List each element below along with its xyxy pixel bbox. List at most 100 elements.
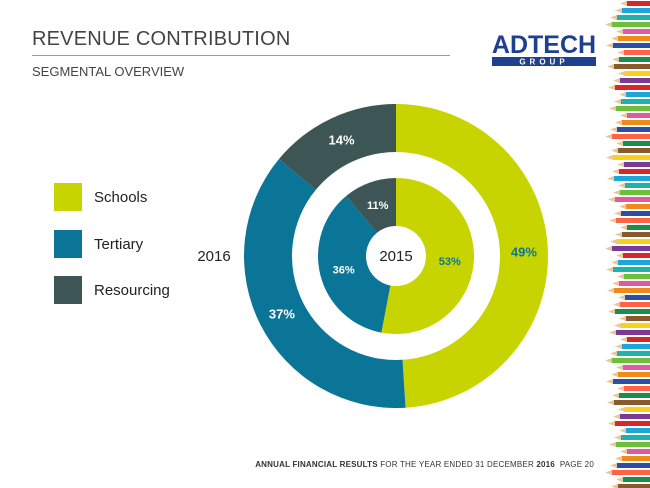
pencil-body [615, 421, 650, 426]
pencil-tip [605, 358, 612, 363]
pencil-body [617, 463, 650, 468]
pencil-body [614, 400, 650, 405]
pencil-body [613, 379, 650, 384]
pencil-body [614, 288, 650, 293]
pencil-tip [620, 337, 627, 342]
outer-ring-2016 [244, 104, 549, 409]
pencil-tip [616, 141, 623, 146]
pencil-tip [607, 400, 614, 405]
pencil-body [618, 484, 650, 488]
pencil-tip [606, 379, 613, 384]
pencil-tip [612, 393, 619, 398]
pencil-tip [616, 365, 623, 370]
pencil-body [615, 85, 650, 90]
pencil-tip [610, 127, 617, 132]
pencil-tip [614, 211, 621, 216]
pencil-tip [608, 421, 615, 426]
pencil-tip [610, 463, 617, 468]
pencil-body [615, 197, 650, 202]
pencil-body [616, 442, 650, 447]
pencil-tip [607, 288, 614, 293]
pencil-body [617, 239, 650, 244]
pencil-body [626, 92, 650, 97]
pencil-tip [620, 225, 627, 230]
pencil-tip [614, 99, 621, 104]
title-divider [32, 55, 450, 56]
data-label-2016-tertiary: 37% [269, 307, 295, 322]
revenue-donut-chart: 49% 37% 14% 53% 36% 11% 2016 2015 [197, 104, 549, 409]
pencil-tip [608, 85, 615, 90]
pencil-tip [605, 134, 612, 139]
footer-period: FOR THE YEAR ENDED 31 DECEMBER [377, 460, 537, 469]
pencil-tip [615, 232, 622, 237]
logo-sub-text: GROUP [519, 58, 568, 67]
pencil-body [620, 78, 650, 83]
pencil-tip [613, 414, 620, 419]
pencil-body [627, 225, 650, 230]
pencil-body [613, 43, 650, 48]
pencil-body [619, 393, 650, 398]
legend-item-tertiary: Tertiary [54, 230, 143, 258]
pencil-body [627, 337, 650, 342]
pencil-body [621, 99, 650, 104]
data-label-2015-resourcing: 11% [367, 200, 389, 212]
pencil-tip [607, 176, 614, 181]
pencil-body [623, 29, 650, 34]
pencil-tip [619, 92, 626, 97]
pencil-body [625, 295, 650, 300]
footer-page-number: PAGE 20 [559, 460, 594, 469]
legend-item-resourcing: Resourcing [54, 276, 170, 304]
pencil-body [616, 218, 650, 223]
pencil-body [612, 470, 650, 475]
pencil-body [627, 449, 650, 454]
pencil-tip [617, 274, 624, 279]
pencil-tip [614, 435, 621, 440]
pencil-body [622, 120, 650, 125]
pencil-body [613, 155, 650, 160]
pencil-body [617, 127, 650, 132]
inner-ring-2015 [318, 178, 475, 334]
pencil-tip [609, 330, 616, 335]
pencil-tip [615, 344, 622, 349]
pencil-body [619, 57, 650, 62]
pencil-body [622, 232, 650, 237]
pencil-body [617, 351, 650, 356]
pencil-tip [611, 36, 618, 41]
legend-label-tertiary: Tertiary [94, 235, 144, 253]
slice-2015-resourcing [346, 178, 396, 233]
footer-year: 2016 [536, 460, 555, 469]
pencil-body [625, 71, 650, 76]
pencil-body [612, 134, 650, 139]
pencil-body [625, 407, 650, 412]
pencil-body [618, 36, 650, 41]
pencil-body [621, 323, 650, 328]
pencil-tip [619, 428, 626, 433]
pencil-tip [615, 456, 622, 461]
pencil-tip [619, 204, 626, 209]
pencil-tip [606, 267, 613, 272]
pencil-body [626, 316, 650, 321]
pencil-body [622, 456, 650, 461]
slice-2016-tertiary [244, 159, 406, 409]
pencil-body [627, 1, 650, 6]
pencil-body [618, 372, 650, 377]
pencil-tip [605, 22, 612, 27]
pencil-tip [617, 162, 624, 167]
pencil-body [624, 50, 650, 55]
pencil-tip [610, 351, 617, 356]
pencil-body [619, 169, 650, 174]
page-subtitle: SEGMENTAL OVERVIEW [32, 64, 185, 79]
adtech-logo: ADTECH GROUP [492, 31, 596, 67]
pencil-body [625, 183, 650, 188]
pencil-body [618, 260, 650, 265]
pencil-tip [618, 295, 625, 300]
pencil-tip [610, 15, 617, 20]
pencil-body [626, 428, 650, 433]
pencil-body [623, 253, 650, 258]
pencil-body [620, 414, 650, 419]
data-label-2016-schools: 49% [511, 245, 537, 260]
pencil-tip [615, 8, 622, 13]
pencil-tip [620, 113, 627, 118]
slice-2015-tertiary [318, 195, 391, 333]
pencil-tip [609, 106, 616, 111]
